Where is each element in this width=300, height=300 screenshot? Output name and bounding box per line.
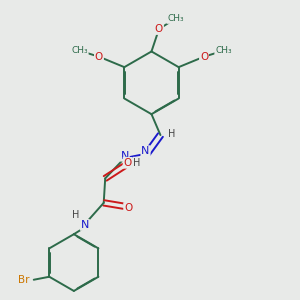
- Text: N: N: [120, 151, 129, 161]
- Text: O: O: [124, 158, 132, 168]
- Text: O: O: [124, 203, 132, 213]
- Text: O: O: [155, 24, 163, 34]
- Text: N: N: [81, 220, 89, 230]
- Text: H: H: [168, 129, 176, 139]
- Text: CH₃: CH₃: [167, 14, 184, 23]
- Text: Br: Br: [18, 275, 30, 285]
- Text: H: H: [134, 158, 141, 167]
- Text: CH₃: CH₃: [215, 46, 232, 55]
- Text: O: O: [95, 52, 103, 62]
- Text: N: N: [141, 146, 150, 156]
- Text: O: O: [200, 52, 208, 62]
- Text: H: H: [72, 210, 80, 220]
- Text: CH₃: CH₃: [71, 46, 88, 55]
